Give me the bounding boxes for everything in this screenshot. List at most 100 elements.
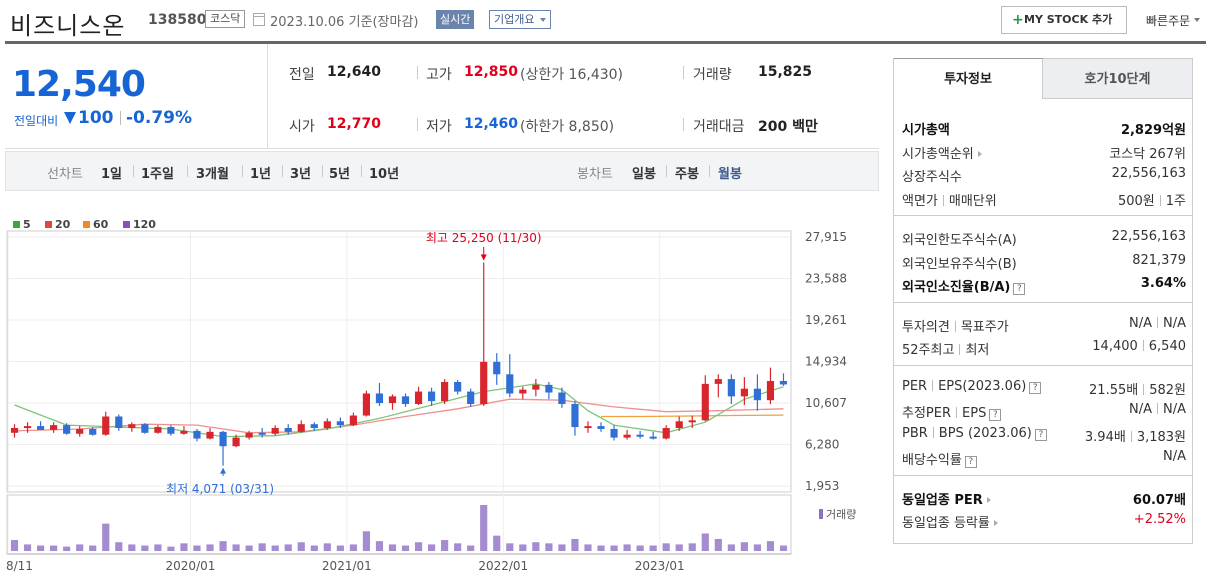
info-value-text: 60.07배 (1132, 492, 1186, 508)
candle (467, 391, 475, 405)
divider (894, 474, 1192, 476)
x-tick-label: 2022/01 (478, 559, 528, 573)
ma5-line (14, 383, 784, 438)
info-label: 배당수익률? (902, 449, 977, 468)
volume-bar (232, 544, 240, 551)
volume-bar (532, 542, 540, 551)
candle (558, 392, 566, 405)
quick-order-dropdown[interactable]: 빠른주문 (1146, 12, 1201, 29)
info-value-text: 3.64% (1140, 276, 1186, 291)
period-1w[interactable]: 1주일 (141, 167, 174, 182)
info-value-text: 1주 (1165, 193, 1186, 209)
candle (480, 361, 488, 405)
period-monthly[interactable]: 월봉 (718, 167, 742, 182)
info-row: 상장주식수 22,556,163 (902, 163, 1186, 186)
stat-value: 12,770 (327, 116, 382, 132)
line-chart-label: 선차트 (47, 167, 83, 182)
candle (414, 391, 423, 405)
divider (1157, 316, 1158, 328)
volume-bar (284, 544, 292, 551)
period-3m[interactable]: 3개월 (196, 167, 229, 182)
realtime-button[interactable]: 실시간 (436, 10, 475, 29)
divider (683, 118, 684, 131)
volume-bar (206, 544, 214, 551)
volume-bar (714, 538, 722, 551)
period-weekly[interactable]: 주봉 (675, 167, 699, 182)
candle (753, 388, 762, 401)
price-summary: 12,540 전일대비 100 -0.79% 전일 12,640 고가 12,8… (5, 44, 879, 149)
info-value: 21.55배 582원 (1089, 379, 1186, 398)
period-1y[interactable]: 1년 (250, 167, 272, 182)
info-label[interactable]: 동일업종 등락률 (902, 512, 998, 531)
info-label-text: 외국인소진율(B/A) (902, 280, 1011, 295)
info-value-text: 500원 (1117, 193, 1155, 209)
info-label[interactable]: 시가총액순위 (902, 143, 982, 162)
candle (401, 396, 410, 405)
help-icon[interactable]: ? (1013, 283, 1026, 295)
info-label: 52주최고 최저 (902, 339, 989, 358)
candle (50, 425, 58, 430)
info-label: 외국인한도주식수(A) (902, 229, 1017, 248)
stat-label: 전일 (289, 67, 315, 83)
add-my-stock-button[interactable]: + MY STOCK 추가 (1001, 6, 1127, 34)
period-5y[interactable]: 5년 (329, 167, 351, 182)
candle (323, 421, 331, 429)
stat-value: 12,850 (464, 64, 519, 80)
company-overview-dropdown[interactable]: 기업개요 (489, 10, 552, 29)
period-10y[interactable]: 10년 (369, 167, 400, 182)
volume-bar (154, 544, 162, 551)
legend-swatch (13, 221, 20, 228)
stat-label: 거래대금 (693, 119, 745, 135)
help-icon[interactable]: ? (1029, 381, 1042, 394)
candle (427, 391, 436, 402)
help-icon[interactable]: ? (964, 456, 977, 468)
candle (597, 426, 605, 429)
help-icon[interactable]: ? (989, 409, 1002, 421)
tab-investment-info[interactable]: 투자정보 (894, 58, 1043, 99)
change-value: 100 (78, 108, 114, 128)
info-label-text: 동일업종 등락률 (902, 516, 990, 531)
info-value-text: 821,379 (1132, 252, 1186, 268)
info-value-text: +2.52% (1133, 512, 1186, 527)
candle (115, 416, 123, 429)
chevron-right-icon (986, 496, 991, 503)
stat-value: 12,640 (327, 64, 382, 80)
volume-bar (623, 544, 631, 551)
header-divider (5, 41, 1206, 44)
period-3y[interactable]: 3년 (290, 167, 312, 182)
info-value: 500원 1주 (1118, 190, 1186, 209)
info-label: 외국인보유주식수(B) (902, 253, 1017, 272)
volume-bar (506, 543, 514, 551)
y-tick-label: 10,607 (805, 396, 847, 410)
info-label-text: 추정PER (902, 406, 952, 421)
volume-bar (63, 546, 71, 551)
period-1d[interactable]: 1일 (101, 167, 123, 182)
candle (454, 381, 462, 392)
stat-value: 200 백만 (758, 119, 818, 135)
info-label: 투자의견 목표주가 (902, 316, 1009, 335)
divider (242, 165, 243, 177)
divider (361, 165, 362, 177)
tab-order-book[interactable]: 호가10단계 (1043, 58, 1192, 99)
plot-frame (6, 230, 792, 493)
volume-bar (636, 545, 644, 551)
candle (584, 426, 592, 429)
info-label[interactable]: 동일업종 PER (902, 489, 991, 508)
candle (206, 431, 214, 439)
volume-bar (519, 544, 527, 551)
volume-bar (727, 544, 735, 551)
divider (267, 44, 268, 149)
volume-legend-swatch (819, 509, 823, 519)
legend-ma20-label: 20 (55, 218, 71, 231)
help-icon[interactable]: ? (1034, 428, 1047, 441)
divider (120, 111, 121, 125)
info-label: 외국인소진율(B/A)? (902, 276, 1026, 295)
candle (493, 361, 501, 375)
volume-bar (10, 540, 19, 551)
info-label-text: PER (902, 378, 928, 394)
stat-label: 시가 (289, 119, 315, 135)
info-label-text: 목표주가 (960, 319, 1009, 335)
legend-ma5: 5 (13, 218, 31, 231)
info-label: 액면가 매매단위 (902, 190, 997, 209)
period-daily[interactable]: 일봉 (632, 167, 656, 182)
